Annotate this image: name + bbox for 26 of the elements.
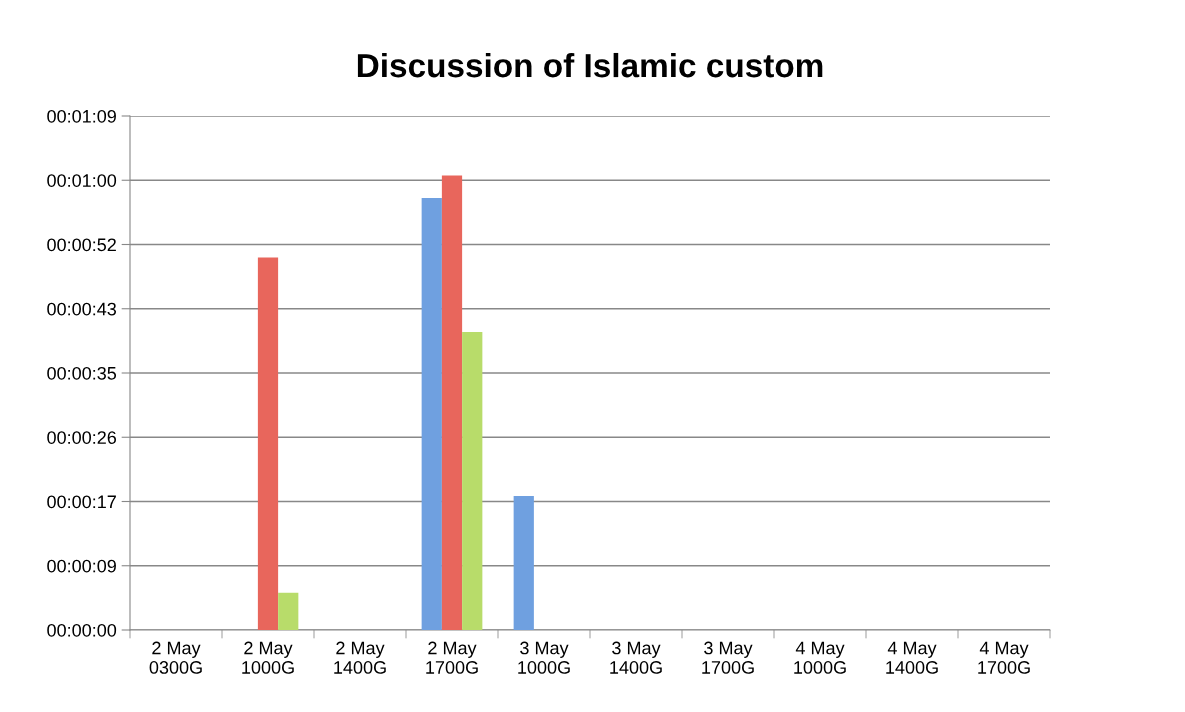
bar	[462, 332, 483, 630]
x-tick-label: 2 May 1400G	[334, 641, 386, 674]
y-tick-label: 00:01:09	[47, 109, 116, 123]
x-tick-label: 3 May 1400G	[610, 641, 662, 674]
bar	[257, 257, 279, 630]
y-tick-label: 00:01:00	[47, 174, 117, 187]
y-tick-label: 00:00:26	[47, 431, 117, 444]
chart-title: Discussion of Islamic custom	[357, 52, 823, 78]
x-tick-label: 4 May 1700G	[978, 641, 1030, 674]
y-tick-label: 00:00:17	[47, 495, 116, 509]
y-tick-label: 00:00:43	[47, 302, 117, 316]
y-tick-label: 00:00:52	[47, 238, 116, 252]
x-tick-label: 2 May 1000G	[242, 641, 294, 674]
x-tick-label: 4 May 1400G	[886, 641, 938, 674]
x-tick-label: 4 May 1000G	[794, 641, 846, 674]
x-tick-label: 3 May 1700G	[702, 641, 754, 674]
x-tick-label: 2 May 1700G	[426, 641, 478, 674]
bar	[421, 197, 442, 630]
bar	[513, 495, 534, 630]
y-tick-label: 00:00:35	[47, 366, 117, 380]
x-tick-label: 2 May 0300G	[149, 641, 202, 674]
bar	[441, 175, 463, 630]
y-tick-label: 00:00:09	[47, 559, 116, 573]
bar	[278, 592, 299, 630]
y-tick-label: 00:00:00	[47, 623, 117, 637]
x-tick-label: 3 May 1000G	[518, 641, 570, 674]
